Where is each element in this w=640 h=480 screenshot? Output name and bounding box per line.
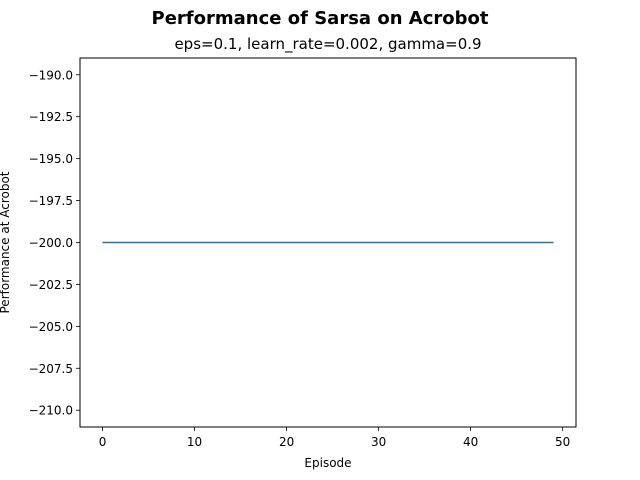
y-tick-label: −190.0: [29, 68, 73, 82]
y-tick-label: −210.0: [29, 404, 73, 418]
y-tick-label: −195.0: [29, 152, 73, 166]
x-tick-label: 10: [187, 435, 202, 449]
y-axis: −190.0 −192.5 −195.0 −197.5 −200.0 −202.5 −205…: [29, 68, 80, 418]
chart-subtitle: eps=0.1, learn_rate=0.002, gamma=0.9: [174, 35, 481, 54]
chart-title: Performance of Sarsa on Acrobot: [152, 8, 489, 29]
y-tick-label: −207.5: [29, 362, 73, 376]
y-tick-label: −197.5: [29, 194, 73, 208]
x-tick-label: 0: [99, 435, 107, 449]
y-tick-label: −205.0: [29, 320, 73, 334]
x-tick-label: 40: [463, 435, 478, 449]
y-axis-label: Performance at Acrobot: [0, 171, 12, 313]
x-axis: 0 10 20 30 40 50: [99, 427, 570, 449]
y-tick-label: −192.5: [29, 110, 73, 124]
x-tick-label: 30: [371, 435, 386, 449]
x-tick-label: 20: [279, 435, 294, 449]
y-tick-label: −200.0: [29, 236, 73, 250]
y-tick-label: −202.5: [29, 278, 73, 292]
x-axis-label: Episode: [304, 456, 351, 470]
x-tick-label: 50: [555, 435, 570, 449]
